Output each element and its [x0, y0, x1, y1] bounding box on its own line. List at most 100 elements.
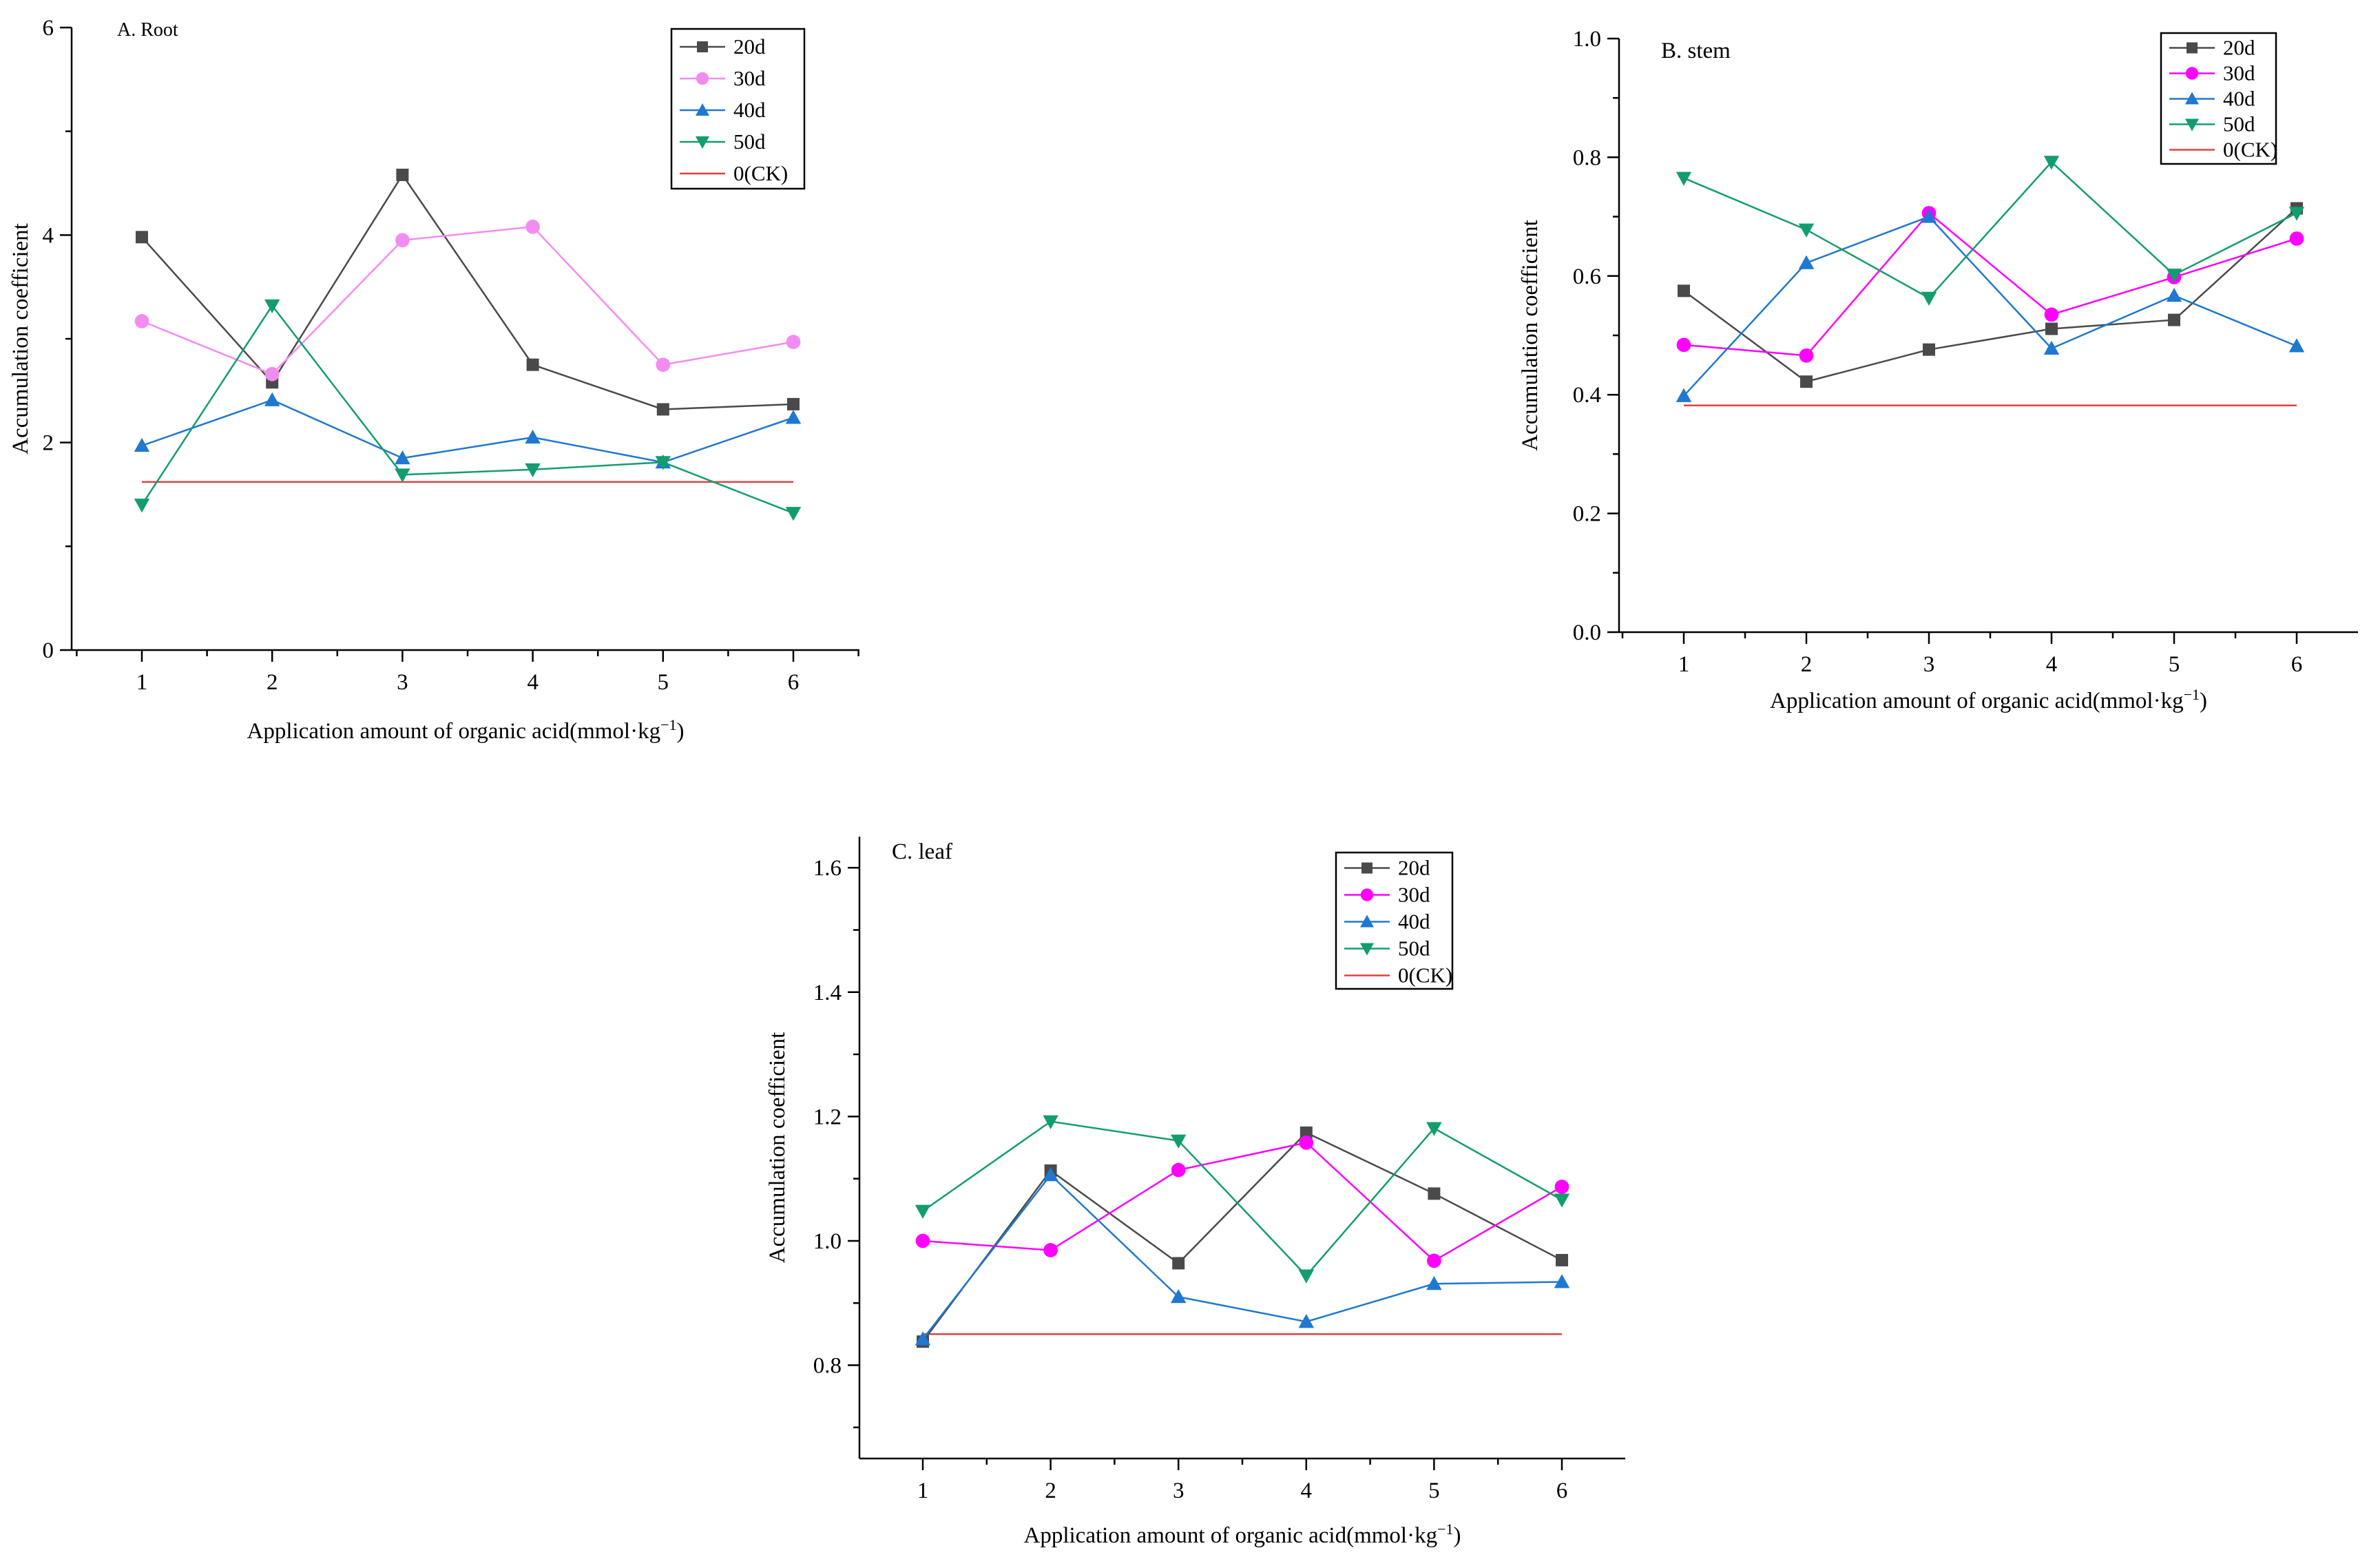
data-point	[1799, 348, 1814, 363]
data-point	[525, 219, 540, 234]
series-line	[141, 173, 794, 410]
legend-marker	[1360, 888, 1374, 901]
y-tick-label: 1.2	[813, 1105, 842, 1129]
data-point	[2288, 207, 2305, 221]
x-tick-label: 1	[917, 1478, 929, 1503]
x-tick-label: 1	[136, 670, 148, 695]
series-line	[921, 1131, 1563, 1342]
series-30d	[915, 1135, 1569, 1268]
data-point	[1171, 1162, 1186, 1178]
data-point	[655, 456, 671, 470]
y-tick-label: 0.6	[1573, 264, 1601, 289]
legend-box	[1335, 851, 1454, 990]
y-tick-label: 0	[43, 638, 54, 663]
x-tick-label: 6	[1556, 1478, 1568, 1503]
series-line	[1683, 207, 2297, 383]
x-tick-label: 6	[2291, 652, 2303, 677]
legend-marker	[1360, 943, 1374, 956]
data-point	[1043, 1167, 1058, 1182]
x-tick-label: 2	[267, 670, 278, 695]
legend-marker	[2185, 118, 2199, 132]
y-tick-label: 1.6	[813, 856, 842, 881]
data-point	[1170, 1134, 1187, 1149]
legend-marker	[696, 136, 709, 149]
series-line	[1683, 216, 2297, 397]
series-20d	[136, 168, 800, 416]
legend-marker	[2185, 67, 2199, 80]
data-point	[1426, 1276, 1442, 1290]
x-tick-label: 6	[788, 670, 800, 695]
data-point	[1043, 1115, 1058, 1129]
chart-panel-stem: 0.0 0.2 0.4 0.6 0.8 1.0 1 2 3 4 5 6 Application amou…	[1518, 27, 2358, 713]
x-tick-label: 4	[2046, 652, 2058, 677]
series-20d	[917, 1126, 1568, 1348]
data-point	[1800, 375, 1813, 388]
series-line	[141, 399, 794, 463]
data-point	[915, 1204, 931, 1219]
data-point	[1298, 1314, 1315, 1328]
data-point	[264, 299, 280, 314]
data-point	[915, 1233, 930, 1248]
data-point	[2043, 340, 2060, 355]
x-axis-label: Application amount of organic acid(mmol·…	[247, 716, 685, 744]
legend-marker	[2185, 92, 2199, 105]
legend-marker	[1360, 914, 1374, 928]
y-tick-label: 0.8	[1573, 145, 1601, 170]
data-point	[395, 468, 410, 483]
x-tick-label: 1	[1678, 652, 1690, 677]
x-tick-label: 5	[658, 670, 669, 695]
data-point	[1298, 1269, 1315, 1284]
legend-label: 0(CK)	[2223, 138, 2277, 162]
data-point	[1554, 1274, 1570, 1288]
data-point	[2045, 322, 2058, 335]
data-point	[1921, 209, 1937, 223]
legend-label: 30d	[1398, 883, 1430, 907]
legend-label: 0(CK)	[733, 161, 788, 185]
data-point	[395, 450, 410, 465]
data-point	[786, 335, 801, 349]
chart-panel-leaf: 0.8 1.0 1.2 1.4 1.6 1 2 3 4 5 6 Application amount …	[765, 837, 1625, 1548]
chart-panel-root: 0 2 4 6 1 2 3 4 5 6 Application amount of organic …	[8, 16, 859, 744]
x-axis-label: Application amount of organic acid(mmol·…	[1024, 1520, 1461, 1549]
data-point	[1300, 1126, 1313, 1139]
data-point	[1798, 223, 1815, 238]
series-50d	[915, 1115, 1570, 1284]
data-point	[785, 507, 802, 521]
series-line	[1683, 211, 2297, 357]
data-point	[787, 397, 800, 410]
series-line	[922, 1120, 1563, 1277]
x-tick-label: 5	[2169, 652, 2180, 677]
data-point	[2166, 269, 2182, 283]
y-axis-label: Accumulation coefficient	[8, 223, 33, 454]
y-axis-label: Accumulation coefficient	[1518, 220, 1543, 451]
data-point	[264, 392, 280, 406]
x-tick-label: 3	[1923, 652, 1935, 677]
y-tick-label: 0.2	[1573, 502, 1601, 527]
series-40d	[915, 1167, 1570, 1346]
series-40d	[1676, 209, 2305, 402]
x-tick-label: 5	[1428, 1478, 1440, 1503]
data-point	[2044, 307, 2059, 322]
data-point	[656, 403, 669, 416]
data-point	[1428, 1187, 1441, 1200]
data-point	[1170, 1288, 1187, 1304]
data-point	[1554, 1193, 1570, 1208]
data-point	[1554, 1180, 1569, 1194]
panel-title: B. stem	[1661, 39, 1731, 63]
legend-marker	[696, 103, 709, 116]
y-tick-label: 6	[43, 16, 54, 41]
legend-label: 20d	[733, 34, 766, 59]
data-point	[1299, 1135, 1314, 1150]
x-tick-label: 2	[1045, 1478, 1056, 1503]
series-line	[140, 304, 794, 514]
data-point	[1923, 343, 1935, 356]
data-point	[395, 233, 410, 248]
legend-label: 40d	[1398, 910, 1430, 934]
y-tick-label: 0.4	[1573, 383, 1601, 408]
y-tick-label: 2	[43, 431, 54, 456]
legend-marker	[697, 41, 708, 52]
